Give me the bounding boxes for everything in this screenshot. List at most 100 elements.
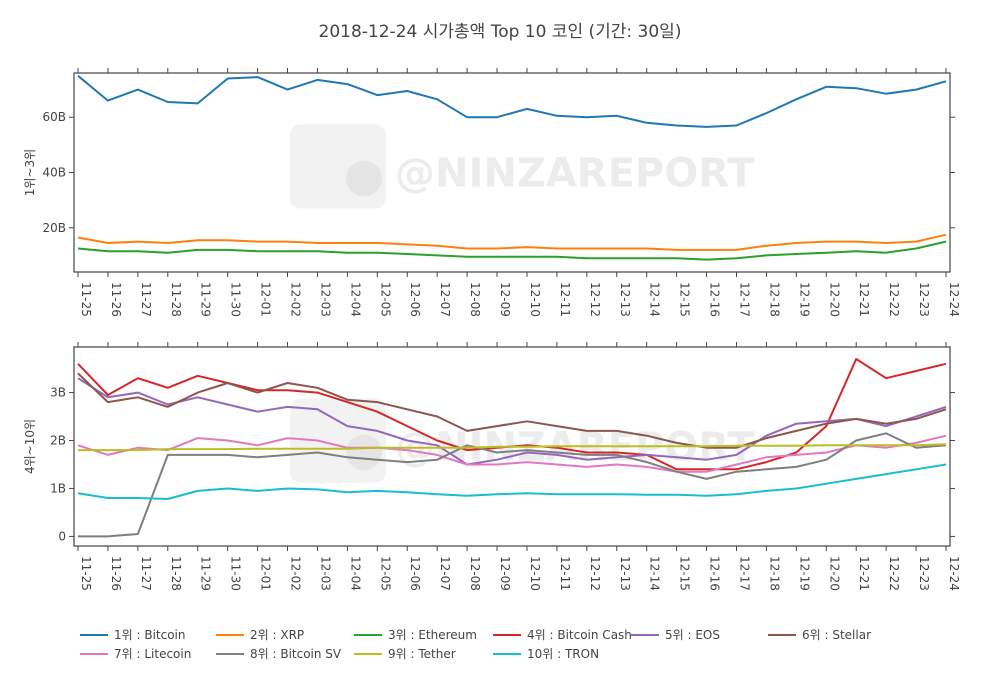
x-tick-label: 12-06 bbox=[408, 556, 422, 591]
series-line-xrp[interactable] bbox=[77, 233, 947, 251]
x-tick-label: 12-07 bbox=[438, 556, 452, 591]
legend-label: 10위 : TRON bbox=[527, 647, 599, 661]
x-tick-label: 12-16 bbox=[708, 282, 722, 317]
series-line-litecoin[interactable] bbox=[77, 434, 947, 473]
legend-item-bitcoin[interactable]: 1위 : Bitcoin bbox=[80, 628, 186, 642]
series-line-ethereum[interactable] bbox=[77, 240, 947, 261]
x-tick-label: 12-21 bbox=[857, 282, 871, 317]
x-tick-label: 12-09 bbox=[498, 556, 512, 591]
legend-item-bitcoin-sv[interactable]: 8위 : Bitcoin SV bbox=[216, 647, 342, 661]
series-line-stellar[interactable] bbox=[77, 372, 947, 449]
x-tick-label: 11-30 bbox=[229, 282, 243, 317]
x-tick-label: 12-10 bbox=[528, 556, 542, 591]
x-tick-label: 11-26 bbox=[109, 556, 123, 591]
x-tick-label: 12-14 bbox=[648, 282, 662, 317]
x-tick-label: 12-16 bbox=[708, 556, 722, 591]
y-tick-label: 1B bbox=[50, 481, 66, 495]
x-tick-label: 12-09 bbox=[498, 282, 512, 317]
watermark-1: @NINZAREPORT bbox=[290, 124, 755, 209]
legend-label: 8위 : Bitcoin SV bbox=[250, 647, 342, 661]
x-tick-label: 12-24 bbox=[947, 282, 961, 317]
x-tick-label: 12-05 bbox=[378, 282, 392, 317]
x-tick-label: 12-18 bbox=[767, 282, 781, 317]
watermark-monitor-icon bbox=[290, 124, 386, 209]
x-tick-label: 12-12 bbox=[588, 556, 602, 591]
legend-label: 5위 : EOS bbox=[665, 628, 720, 642]
legend-item-stellar[interactable]: 6위 : Stellar bbox=[768, 628, 871, 642]
legend[interactable]: 1위 : Bitcoin 2위 : XRP 3위 : Ethereum 4위 : Bi… bbox=[80, 628, 871, 661]
watermark-pie-icon bbox=[346, 160, 382, 197]
legend-label: 2위 : XRP bbox=[250, 628, 304, 642]
chart-panels: @NINZAREPORT 20B 40B 60B 1위~3위 11-25 11-26 11-2… bbox=[23, 68, 961, 591]
x-tick-label: 12-08 bbox=[468, 556, 482, 591]
series-line-tron[interactable] bbox=[77, 463, 947, 500]
legend-label: 3위 : Ethereum bbox=[388, 628, 477, 642]
x-tick-label: 12-11 bbox=[558, 556, 572, 591]
x-tick-label: 12-23 bbox=[917, 282, 931, 317]
x-tick-label: 12-01 bbox=[259, 556, 273, 591]
x-tick-label: 11-25 bbox=[79, 556, 93, 591]
x-tick-label: 12-17 bbox=[737, 556, 751, 591]
x-tick-label: 12-05 bbox=[378, 556, 392, 591]
x-tick-label: 12-10 bbox=[528, 282, 542, 317]
x-tick-label: 12-22 bbox=[887, 556, 901, 591]
x-tick-label: 12-11 bbox=[558, 282, 572, 317]
y-tick-label: 60B bbox=[42, 110, 66, 124]
legend-item-ethereum[interactable]: 3위 : Ethereum bbox=[354, 628, 477, 642]
x-tick-label: 12-19 bbox=[797, 282, 811, 317]
x-tick-label: 12-15 bbox=[678, 282, 692, 317]
x-tick-label: 11-27 bbox=[139, 282, 153, 317]
legend-label: 7위 : Litecoin bbox=[114, 647, 191, 661]
x-tick-label: 12-02 bbox=[289, 282, 303, 317]
x-tick-label: 11-27 bbox=[139, 556, 153, 591]
x-tick-label: 12-07 bbox=[438, 282, 452, 317]
x-tick-label: 12-12 bbox=[588, 282, 602, 317]
legend-label: 6위 : Stellar bbox=[802, 628, 871, 642]
series-line-eos[interactable] bbox=[77, 377, 947, 466]
legend-item-xrp[interactable]: 2위 : XRP bbox=[216, 628, 304, 642]
x-tick-label: 11-28 bbox=[169, 556, 183, 591]
y-axis-label: 1위~3위 bbox=[23, 149, 37, 196]
x-tick-label: 11-26 bbox=[109, 282, 123, 317]
x-tick-label: 12-20 bbox=[827, 282, 841, 317]
series-line-bitcoin[interactable] bbox=[77, 75, 947, 128]
x-tick-label: 12-18 bbox=[767, 556, 781, 591]
legend-item-eos[interactable]: 5위 : EOS bbox=[631, 628, 720, 642]
x-tick-label: 12-22 bbox=[887, 282, 901, 317]
y-tick-label: 0 bbox=[58, 529, 66, 543]
x-tick-label: 12-03 bbox=[318, 282, 332, 317]
legend-item-bitcoin-cash[interactable]: 4위 : Bitcoin Cash bbox=[493, 628, 632, 642]
legend-label: 1위 : Bitcoin bbox=[114, 628, 186, 642]
x-tick-label: 12-13 bbox=[618, 282, 632, 317]
x-tick-label: 12-23 bbox=[917, 556, 931, 591]
series-line-tether[interactable] bbox=[78, 443, 947, 452]
x-tick-label: 11-29 bbox=[199, 556, 213, 591]
x-tick-label: 12-04 bbox=[348, 282, 362, 317]
y-tick-label: 40B bbox=[42, 166, 66, 180]
x-tick-label: 12-13 bbox=[618, 556, 632, 591]
x-tick-label: 12-08 bbox=[468, 282, 482, 317]
x-tick-label: 12-04 bbox=[348, 556, 362, 591]
x-tick-label: 12-14 bbox=[648, 556, 662, 591]
x-tick-label: 11-29 bbox=[199, 282, 213, 317]
watermark-pie-icon bbox=[346, 434, 382, 471]
x-tick-label: 12-17 bbox=[737, 282, 751, 317]
x-tick-label: 12-06 bbox=[408, 282, 422, 317]
legend-label: 4위 : Bitcoin Cash bbox=[527, 628, 632, 642]
series-line-bitcoin-sv[interactable] bbox=[78, 432, 947, 538]
x-tick-label: 12-01 bbox=[259, 282, 273, 317]
x-tick-label: 12-03 bbox=[318, 556, 332, 591]
legend-label: 9위 : Tether bbox=[388, 647, 456, 661]
legend-item-tether[interactable]: 9위 : Tether bbox=[354, 647, 456, 661]
y-axis-label: 4위~10위 bbox=[23, 419, 37, 474]
x-tick-label: 12-21 bbox=[857, 556, 871, 591]
legend-item-litecoin[interactable]: 7위 : Litecoin bbox=[80, 647, 191, 661]
x-tick-label: 12-24 bbox=[947, 556, 961, 591]
legend-item-tron[interactable]: 10위 : TRON bbox=[493, 647, 599, 661]
y-tick-label: 2B bbox=[50, 434, 66, 448]
x-tick-label: 12-02 bbox=[289, 556, 303, 591]
watermark-monitor-icon bbox=[290, 398, 386, 483]
watermark-text: @NINZAREPORT bbox=[395, 151, 755, 197]
